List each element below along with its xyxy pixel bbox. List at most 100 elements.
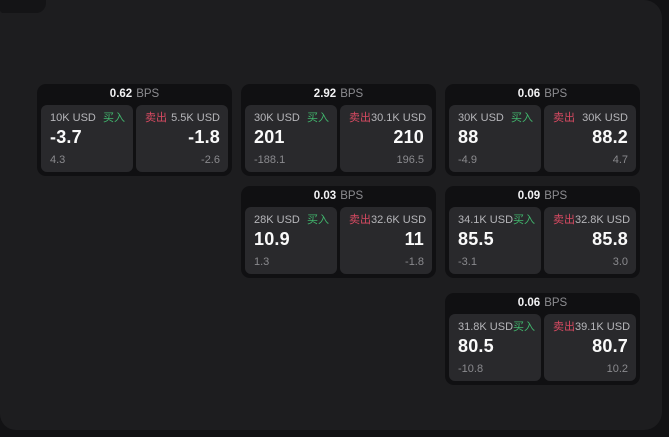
quote-card: 0.03 BPS 28K USD 买入 10.9 1.3 卖出 32.6K US… — [241, 186, 436, 278]
sell-panel-header: 卖出 32.6K USD — [349, 214, 427, 226]
buy-panel[interactable]: 10K USD 买入 -3.7 4.3 — [41, 105, 133, 172]
buy-sub-value: 1.3 — [254, 256, 270, 268]
buy-side-label: 买入 — [513, 321, 536, 333]
quote-cards-grid: 0.62 BPS 10K USD 买入 -3.7 4.3 卖出 5.5K USD… — [37, 84, 640, 385]
sell-sub-value: 196.5 — [396, 154, 424, 166]
bps-unit-label: BPS — [340, 87, 364, 100]
app-surface: 0.62 BPS 10K USD 买入 -3.7 4.3 卖出 5.5K USD… — [0, 0, 662, 430]
sell-panel-header: 卖出 30.1K USD — [349, 112, 427, 124]
bps-value: 0.62 — [109, 87, 133, 100]
buy-panel-header: 34.1K USD 买入 — [458, 214, 536, 226]
buy-side-label: 买入 — [513, 214, 536, 226]
sell-panel[interactable]: 卖出 39.1K USD 80.7 10.2 — [544, 314, 636, 381]
buy-side-label: 买入 — [103, 112, 125, 124]
sell-price: 210 — [393, 127, 424, 148]
buy-amount: 31.8K USD — [458, 321, 514, 333]
card-body: 10K USD 买入 -3.7 4.3 卖出 5.5K USD -1.8 -2.… — [37, 105, 232, 176]
sell-amount: 32.8K USD — [575, 214, 631, 226]
sell-amount: 39.1K USD — [575, 321, 631, 333]
sell-side-label: 卖出 — [553, 321, 575, 333]
buy-side-label: 买入 — [307, 112, 329, 124]
sell-price: 11 — [404, 229, 424, 250]
bps-value: 2.92 — [313, 87, 337, 100]
buy-price: 80.5 — [458, 336, 494, 357]
card-header: 0.06 BPS — [445, 84, 640, 105]
sell-price: -1.8 — [188, 127, 220, 148]
sell-side-label: 卖出 — [349, 214, 371, 226]
sell-panel[interactable]: 卖出 32.6K USD 11 -1.8 — [340, 207, 432, 274]
buy-amount: 30K USD — [254, 112, 300, 124]
buy-panel-header: 31.8K USD 买入 — [458, 321, 536, 333]
buy-panel-header: 10K USD 买入 — [50, 112, 125, 124]
sell-price: 80.7 — [592, 336, 628, 357]
card-header: 0.06 BPS — [445, 293, 640, 314]
bps-unit-label: BPS — [544, 296, 568, 309]
card-header: 0.09 BPS — [445, 186, 640, 207]
buy-sub-value: 4.3 — [50, 154, 66, 166]
card-body: 30K USD 买入 88 -4.9 卖出 30K USD 88.2 4.7 — [445, 105, 640, 176]
buy-price: -3.7 — [50, 127, 82, 148]
sell-panel[interactable]: 卖出 5.5K USD -1.8 -2.6 — [136, 105, 228, 172]
buy-sub-value: -10.8 — [458, 363, 484, 375]
sell-panel-header: 卖出 5.5K USD — [145, 112, 220, 124]
buy-panel-header: 28K USD 买入 — [254, 214, 329, 226]
buy-amount: 10K USD — [50, 112, 96, 124]
sell-amount: 30.1K USD — [371, 112, 427, 124]
sell-panel[interactable]: 卖出 30K USD 88.2 4.7 — [544, 105, 636, 172]
sell-side-label: 卖出 — [553, 112, 575, 124]
buy-amount: 28K USD — [254, 214, 300, 226]
sell-amount: 5.5K USD — [171, 112, 220, 124]
sell-panel[interactable]: 卖出 30.1K USD 210 196.5 — [340, 105, 432, 172]
buy-price: 88 — [458, 127, 479, 148]
bps-unit-label: BPS — [136, 87, 160, 100]
buy-sub-value: -3.1 — [458, 256, 477, 268]
buy-panel[interactable]: 28K USD 买入 10.9 1.3 — [245, 207, 337, 274]
sell-sub-value: -2.6 — [201, 154, 220, 166]
buy-panel[interactable]: 34.1K USD 买入 85.5 -3.1 — [449, 207, 541, 274]
sell-sub-value: 4.7 — [612, 154, 628, 166]
sell-side-label: 卖出 — [349, 112, 371, 124]
bps-unit-label: BPS — [544, 87, 568, 100]
buy-panel-header: 30K USD 买入 — [458, 112, 533, 124]
bps-unit-label: BPS — [340, 189, 364, 202]
sell-panel[interactable]: 卖出 32.8K USD 85.8 3.0 — [544, 207, 636, 274]
card-body: 34.1K USD 买入 85.5 -3.1 卖出 32.8K USD 85.8… — [445, 207, 640, 278]
buy-price: 10.9 — [254, 229, 290, 250]
buy-sub-value: -188.1 — [254, 154, 286, 166]
quote-card: 0.62 BPS 10K USD 买入 -3.7 4.3 卖出 5.5K USD… — [37, 84, 232, 176]
quote-card: 0.09 BPS 34.1K USD 买入 85.5 -3.1 卖出 32.8K… — [445, 186, 640, 278]
buy-panel-header: 30K USD 买入 — [254, 112, 329, 124]
buy-side-label: 买入 — [511, 112, 533, 124]
sell-sub-value: 3.0 — [612, 256, 628, 268]
sell-price: 85.8 — [592, 229, 628, 250]
card-header: 0.03 BPS — [241, 186, 436, 207]
buy-panel[interactable]: 30K USD 买入 201 -188.1 — [245, 105, 337, 172]
corner-panel-fragment — [0, 0, 46, 13]
buy-panel[interactable]: 31.8K USD 买入 80.5 -10.8 — [449, 314, 541, 381]
sell-panel-header: 卖出 30K USD — [553, 112, 628, 124]
card-header: 2.92 BPS — [241, 84, 436, 105]
sell-amount: 32.6K USD — [371, 214, 427, 226]
sell-side-label: 卖出 — [553, 214, 575, 226]
quote-card: 0.06 BPS 31.8K USD 买入 80.5 -10.8 卖出 39.1… — [445, 293, 640, 385]
quote-card: 2.92 BPS 30K USD 买入 201 -188.1 卖出 30.1K … — [241, 84, 436, 176]
buy-panel[interactable]: 30K USD 买入 88 -4.9 — [449, 105, 541, 172]
bps-unit-label: BPS — [544, 189, 568, 202]
buy-price: 201 — [254, 127, 285, 148]
buy-sub-value: -4.9 — [458, 154, 477, 166]
buy-amount: 34.1K USD — [458, 214, 514, 226]
card-body: 28K USD 买入 10.9 1.3 卖出 32.6K USD 11 -1.8 — [241, 207, 436, 278]
sell-amount: 30K USD — [582, 112, 628, 124]
sell-panel-header: 卖出 32.8K USD — [553, 214, 631, 226]
quote-card: 0.06 BPS 30K USD 买入 88 -4.9 卖出 30K USD 8… — [445, 84, 640, 176]
buy-side-label: 买入 — [307, 214, 329, 226]
sell-sub-value: 10.2 — [606, 363, 628, 375]
bps-value: 0.06 — [517, 87, 541, 100]
card-body: 30K USD 买入 201 -188.1 卖出 30.1K USD 210 1… — [241, 105, 436, 176]
sell-panel-header: 卖出 39.1K USD — [553, 321, 631, 333]
bps-value: 0.03 — [313, 189, 337, 202]
sell-price: 88.2 — [592, 127, 628, 148]
sell-sub-value: -1.8 — [405, 256, 424, 268]
card-body: 31.8K USD 买入 80.5 -10.8 卖出 39.1K USD 80.… — [445, 314, 640, 385]
bps-value: 0.06 — [517, 296, 541, 309]
